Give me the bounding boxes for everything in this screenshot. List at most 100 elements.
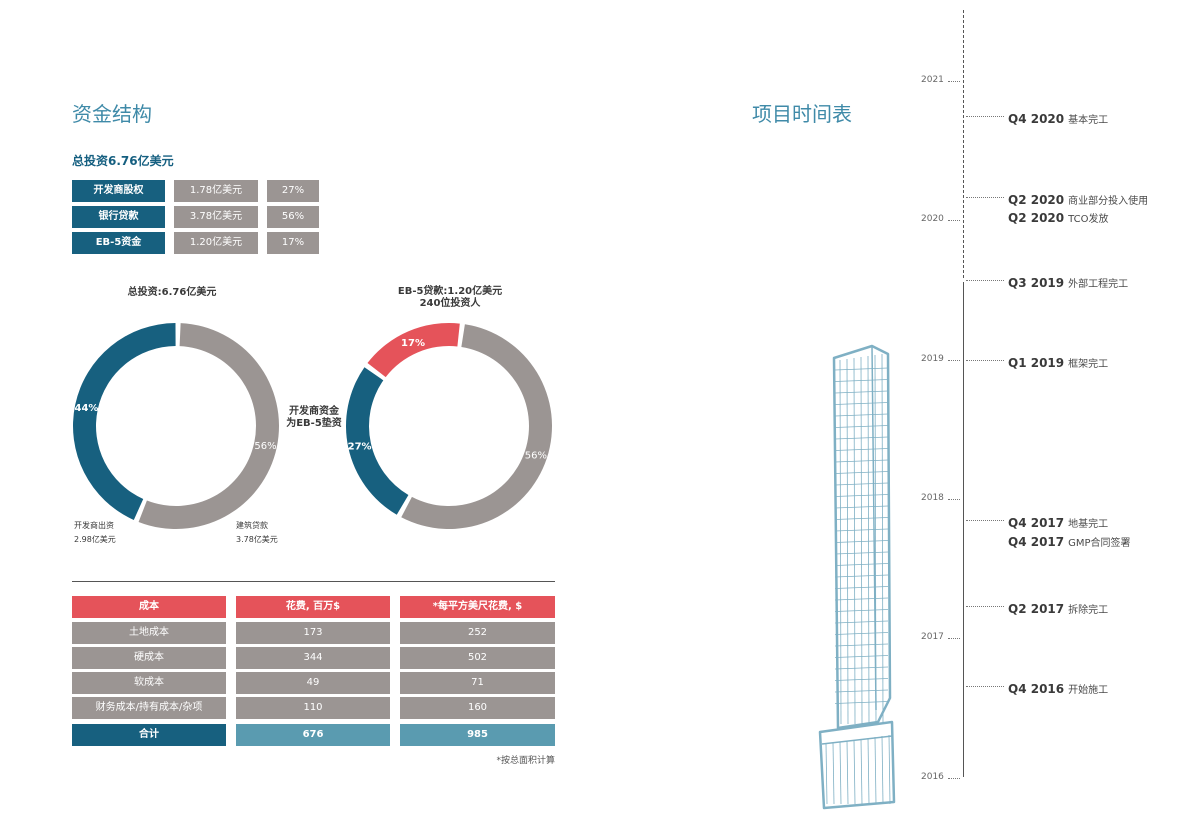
divider (72, 581, 555, 582)
year-label: 2016 (921, 772, 944, 782)
donut-slice-label: 27% (348, 442, 372, 453)
building-base-line (881, 735, 884, 805)
timeline-event: Q2 2020 商业部分投入使用 (1008, 189, 1148, 208)
building-column-line (874, 354, 877, 725)
event-quarter: Q4 2017 (1008, 516, 1065, 530)
costs-header: 成本 (72, 596, 226, 618)
year-label: 2019 (921, 354, 944, 364)
funding-row-name: 开发商股权 (72, 180, 165, 202)
costs-cell: 110 (236, 697, 390, 719)
building-column-line (860, 356, 863, 725)
building-column-line (853, 357, 856, 725)
event-connector (966, 197, 1004, 198)
middle-note: 开发商资金 为EB-5垫资 (282, 406, 346, 430)
donut-charts: 56% 44% 56% 27% 17% (73, 323, 552, 529)
left-donut-title: 总投资:6.76亿美元 (127, 287, 217, 298)
timeline-axis (963, 282, 964, 777)
building-base-line (853, 739, 856, 805)
left-caption: 开发商出资 2.98亿美元 (74, 519, 116, 547)
building-base-line (846, 740, 849, 805)
right-caption: 建筑贷款 3.78亿美元 (236, 519, 278, 547)
building-column-line (867, 355, 870, 725)
building-floor-line (834, 701, 889, 704)
costs-total-value: 676 (236, 724, 390, 746)
costs-cell: 344 (236, 647, 390, 669)
building-base-line (867, 737, 870, 805)
funding-title: 资金结构 (72, 102, 152, 126)
year-tick (948, 638, 960, 639)
middle-note-line2: 为EB-5垫资 (286, 418, 342, 429)
costs-footnote: *按总面积计算 (496, 756, 555, 766)
funding-row-pct: 27% (267, 180, 319, 202)
timeline-event: Q4 2020 基本完工 (1008, 108, 1108, 127)
event-connector (966, 360, 1004, 361)
costs-cell: 49 (236, 672, 390, 694)
event-description: 地基完工 (1068, 519, 1109, 530)
building-floor-line (834, 390, 889, 394)
funding-row-pct: 17% (267, 232, 319, 254)
left-caption-line2: 2.98亿美元 (74, 535, 116, 544)
funding-row-pct: 56% (267, 206, 319, 228)
donut-slice (401, 324, 552, 529)
event-description: 外部工程完工 (1068, 279, 1129, 290)
timeline-title: 项目时间表 (752, 102, 852, 126)
timeline-event: Q4 2017 地基完工 (1008, 512, 1108, 531)
costs-cell: 252 (400, 622, 555, 644)
costs-cell: 502 (400, 647, 555, 669)
event-quarter: Q2 2020 (1008, 193, 1065, 207)
year-tick (948, 360, 960, 361)
right-caption-line2: 3.78亿美元 (236, 535, 278, 544)
costs-cell: 160 (400, 697, 555, 719)
year-tick (948, 81, 960, 82)
donut-slice-label: 44% (75, 403, 99, 414)
funding-row-name: 银行贷款 (72, 206, 165, 228)
funding-row-amount: 1.20亿美元 (174, 232, 258, 254)
left-donut: 56% 44% (73, 323, 279, 529)
costs-header: *每平方美尺花费, $ (400, 596, 555, 618)
building-base-line (860, 738, 863, 805)
event-description: TCO发放 (1068, 214, 1109, 225)
costs-total-label: 合计 (72, 724, 226, 746)
costs-cell: 财务成本/持有成本/杂项 (72, 697, 226, 719)
costs-cell: 173 (236, 622, 390, 644)
timeline-event: Q4 2016 开始施工 (1008, 678, 1108, 697)
right-donut-title: EB-5贷款:1.20亿美元 240位投资人 (370, 286, 530, 310)
building-base-line (832, 742, 835, 805)
building-column-line (846, 358, 849, 725)
timeline-event: Q2 2017 拆除完工 (1008, 598, 1108, 617)
donut-slice (73, 323, 176, 520)
event-quarter: Q2 2020 (1008, 211, 1065, 225)
event-description: GMP合同签署 (1068, 538, 1131, 549)
building-floor-line (834, 689, 889, 693)
donut-slice (138, 323, 279, 529)
event-quarter: Q4 2017 (1008, 535, 1065, 549)
building-floor-line (834, 379, 889, 382)
event-quarter: Q2 2017 (1008, 602, 1065, 616)
event-quarter: Q4 2020 (1008, 112, 1065, 126)
donut-slice-label: 56% (525, 451, 547, 462)
timeline-event: Q3 2019 外部工程完工 (1008, 272, 1128, 291)
event-description: 框架完工 (1068, 359, 1109, 370)
funding-row-name: EB-5资金 (72, 232, 165, 254)
year-tick (948, 778, 960, 779)
timeline-event: Q4 2017 GMP合同签署 (1008, 531, 1131, 550)
building-base-line (839, 741, 842, 805)
year-tick (948, 220, 960, 221)
funding-row-amount: 1.78亿美元 (174, 180, 258, 202)
year-label: 2017 (921, 632, 944, 642)
building-base-line (825, 743, 828, 805)
year-label: 2018 (921, 493, 944, 503)
left-caption-line1: 开发商出资 (74, 521, 114, 530)
event-connector (966, 686, 1004, 687)
event-description: 拆除完工 (1068, 605, 1109, 616)
event-description: 基本完工 (1068, 115, 1109, 126)
funding-row-amount: 3.78亿美元 (174, 206, 258, 228)
costs-cell: 硬成本 (72, 647, 226, 669)
costs-cell: 71 (400, 672, 555, 694)
donut-slice (367, 323, 460, 378)
building-base-line (888, 734, 891, 805)
year-tick (948, 499, 960, 500)
event-quarter: Q3 2019 (1008, 276, 1065, 290)
costs-cell: 软成本 (72, 672, 226, 694)
funding-subtitle: 总投资6.76亿美元 (72, 154, 174, 168)
